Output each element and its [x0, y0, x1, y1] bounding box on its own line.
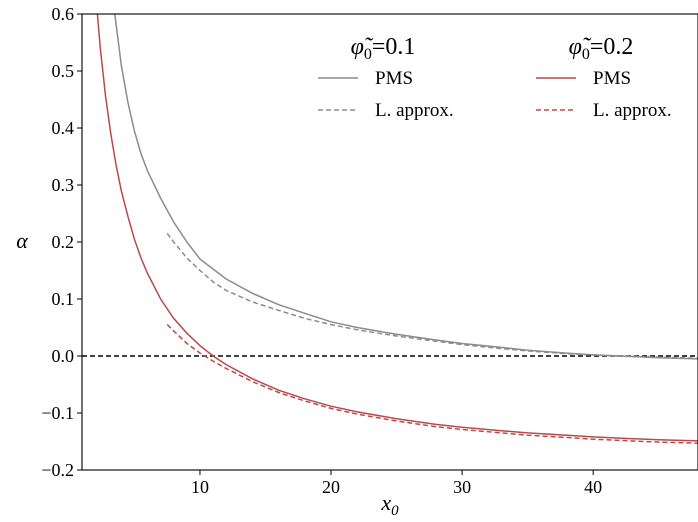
series-group [82, 14, 698, 444]
series-line-phi-0-2-l-approx [166, 324, 698, 444]
y-tick-label: 0.4 [52, 118, 75, 138]
legend: φ̃0=0.1 PMS L. approx. φ̃0=0.2 PMS L. approx. [318, 34, 672, 121]
y-tick-label: 0.3 [52, 175, 75, 195]
y-tick-label: 0.6 [52, 4, 75, 24]
y-axis-label: α [16, 228, 28, 253]
x-tick-label: 20 [322, 477, 340, 497]
x-tick-label: 40 [584, 477, 602, 497]
y-tick-label: 0.2 [52, 232, 75, 252]
legend-title: φ̃0=0.1 [351, 34, 416, 63]
legend-entry-label: PMS [593, 68, 631, 89]
y-tick-label: −0.1 [41, 403, 74, 423]
axes: 10 20 30 40 −0.2 −0.1 0.0 0.1 0.2 0.3 0.4 0.5 0.6 [41, 4, 698, 497]
x-axis-label: x0 [380, 490, 399, 519]
plot-area [82, 14, 698, 444]
y-tick-label: 0.0 [52, 346, 75, 366]
legend-entry-label: L. approx. [593, 100, 672, 121]
legend-entry-label: PMS [375, 68, 413, 89]
legend-group-2: φ̃0=0.2 PMS L. approx. [536, 34, 672, 121]
legend-entry-label: L. approx. [375, 100, 454, 121]
x-tick-label: 30 [453, 477, 471, 497]
y-tick-label: 0.1 [52, 289, 75, 309]
y-tick-label: −0.2 [41, 460, 74, 480]
legend-title: φ̃0=0.2 [569, 34, 634, 63]
series-line-phi-0-1-l-approx [166, 232, 698, 360]
legend-group-1: φ̃0=0.1 PMS L. approx. [318, 34, 454, 121]
y-tick-label: 0.5 [52, 61, 75, 81]
series-line-phi-0-2-pms [96, 14, 698, 442]
x-tick-label: 10 [191, 477, 209, 497]
